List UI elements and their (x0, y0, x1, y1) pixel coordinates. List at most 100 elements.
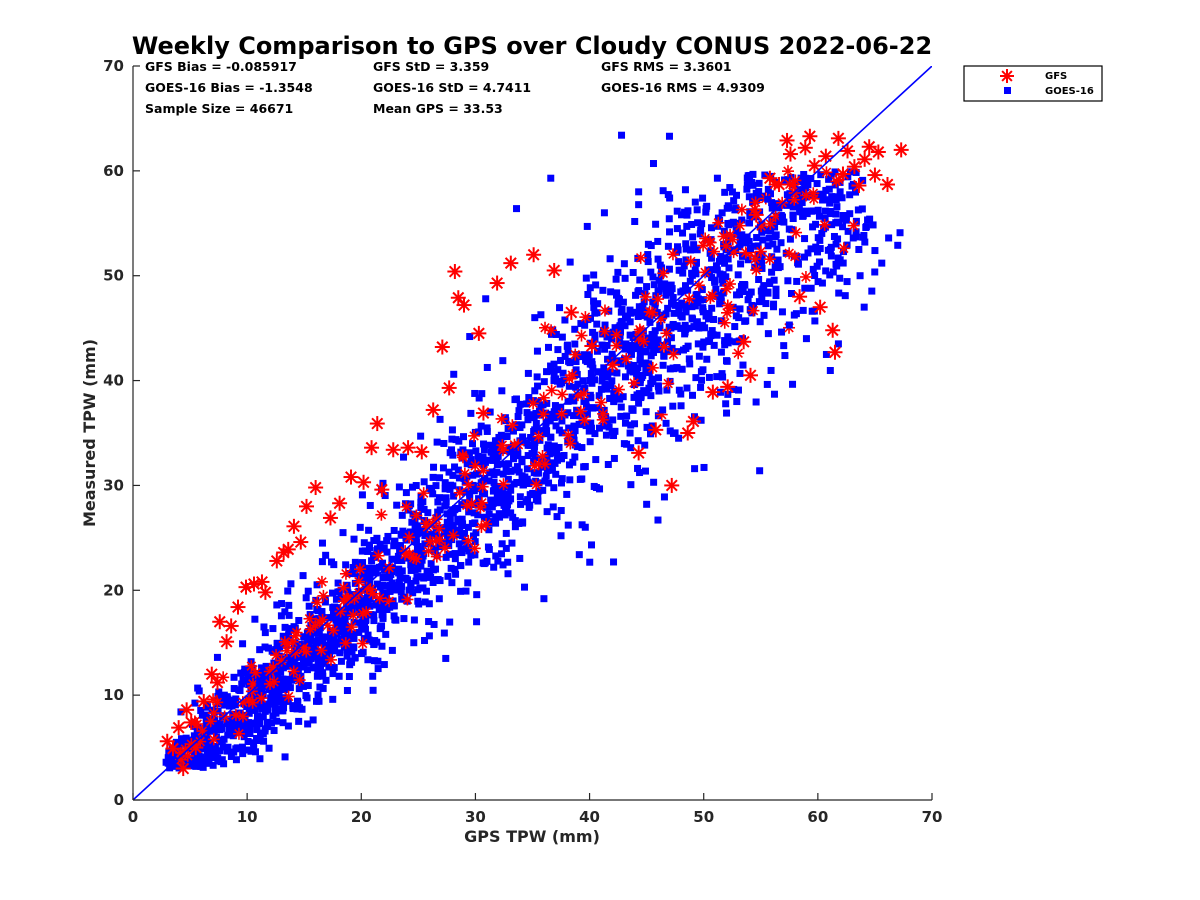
goes16-cloud-point (608, 377, 616, 385)
gfs-cloud-point (818, 218, 831, 231)
goes16-cloud-point (361, 614, 369, 622)
legend-goes16-marker (1004, 87, 1011, 94)
goes16-cloud-point (658, 264, 666, 272)
goes16-cloud-point (343, 585, 351, 593)
gfs-cloud-point (555, 407, 568, 420)
goes16-cloud-point (530, 457, 538, 465)
gfs-point (806, 158, 822, 174)
goes16-cloud-point (293, 666, 301, 674)
goes16-cloud-point (382, 630, 390, 638)
goes16-cloud-point (460, 433, 468, 441)
goes16-cloud-point (530, 414, 538, 422)
goes16-cloud-point (519, 518, 527, 526)
goes16-cloud-point (580, 463, 588, 471)
gfs-cloud-point (289, 646, 302, 659)
goes16-cloud-point (860, 303, 868, 311)
statistic-text: Sample Size = 46671 (145, 101, 293, 116)
goes16-cloud-point (513, 463, 521, 471)
goes16-cloud-point (591, 309, 599, 317)
goes16-point (849, 234, 857, 242)
gfs-point (159, 733, 175, 749)
goes16-cloud-point (408, 483, 416, 491)
goes16-point (389, 602, 397, 610)
goes16-cloud-point (721, 259, 729, 267)
goes16-cloud-point (756, 318, 764, 326)
goes16-cloud-point (673, 207, 681, 215)
goes16-cloud-point (529, 489, 537, 497)
goes16-cloud-point (457, 448, 465, 456)
goes16-cloud-point (203, 731, 211, 739)
goes16-cloud-point (434, 508, 442, 516)
goes16-cloud-point (225, 702, 233, 710)
goes16-cloud-point (305, 602, 313, 610)
goes16-cloud-point (659, 361, 667, 369)
goes16-cloud-point (290, 674, 298, 682)
goes16-cloud-point (618, 306, 626, 314)
goes16-cloud-point (164, 754, 172, 762)
goes16-cloud-point (698, 376, 706, 384)
goes16-cloud-point (497, 486, 505, 494)
goes16-cloud-point (365, 564, 373, 572)
goes16-cloud-point (485, 526, 493, 534)
goes16-cloud-point (707, 330, 715, 338)
goes16-cloud-point (524, 416, 532, 424)
goes16-cloud-point (534, 382, 542, 390)
legend-gfs-label: GFS (1045, 71, 1067, 82)
goes16-cloud-point (313, 581, 321, 589)
goes16-cloud-point (483, 503, 491, 511)
goes16-cloud-point (558, 479, 566, 487)
gfs-point (792, 289, 808, 305)
goes16-cloud-point (474, 511, 482, 519)
goes16-cloud-point (534, 398, 542, 406)
goes16-cloud-point (229, 732, 237, 740)
goes16-cloud-point (387, 584, 395, 592)
goes16-cloud-point (420, 549, 428, 557)
goes16-cloud-point (252, 735, 260, 743)
goes16-cloud-point (832, 240, 840, 248)
goes16-cloud-point (593, 347, 601, 355)
gfs-cloud-point (497, 444, 510, 457)
goes16-cloud-point (682, 308, 690, 316)
goes16-cloud-point (736, 243, 744, 251)
goes16-cloud-point (350, 535, 358, 543)
goes16-point (531, 314, 539, 322)
gfs-cloud-point (255, 692, 268, 705)
goes16-point (358, 491, 366, 499)
goes16-cloud-point (551, 459, 559, 467)
goes16-cloud-point (654, 237, 662, 245)
goes16-cloud-point (782, 201, 790, 209)
goes16-cloud-point (631, 420, 639, 428)
goes16-cloud-point (467, 409, 475, 417)
goes16-cloud-point (471, 428, 479, 436)
goes16-cloud-point (297, 653, 305, 661)
gfs-cloud-point (528, 459, 541, 472)
goes16-cloud-point (543, 444, 551, 452)
x-tick-label: 20 (351, 808, 372, 826)
gfs-cloud-point (597, 407, 610, 420)
goes16-cloud-point (379, 582, 387, 590)
goes16-cloud-point (203, 703, 211, 711)
goes16-cloud-point (787, 290, 795, 298)
gfs-cloud-point (263, 665, 276, 678)
goes16-cloud-point (501, 511, 509, 519)
goes16-cloud-point (285, 611, 293, 619)
gfs-cloud-point (612, 383, 625, 396)
goes16-cloud-point (746, 306, 754, 314)
goes16-cloud-point (617, 403, 625, 411)
goes16-cloud-point (678, 313, 686, 321)
gfs-cloud-point (469, 459, 482, 472)
goes16-cloud-point (711, 276, 719, 284)
gfs-cloud-point (657, 267, 670, 280)
goes16-cloud-point (598, 371, 606, 379)
goes16-cloud-point (789, 380, 797, 388)
goes16-cloud-point (821, 207, 829, 215)
goes16-cloud-point (626, 429, 634, 437)
gfs-cloud-point (232, 727, 245, 740)
gfs-point (475, 405, 491, 421)
goes16-point (309, 664, 317, 672)
goes16-cloud-point (218, 736, 226, 744)
goes16-cloud-point (754, 242, 762, 250)
goes16-cloud-point (682, 256, 690, 264)
goes16-point (739, 335, 747, 343)
goes16-cloud-point (281, 753, 289, 761)
